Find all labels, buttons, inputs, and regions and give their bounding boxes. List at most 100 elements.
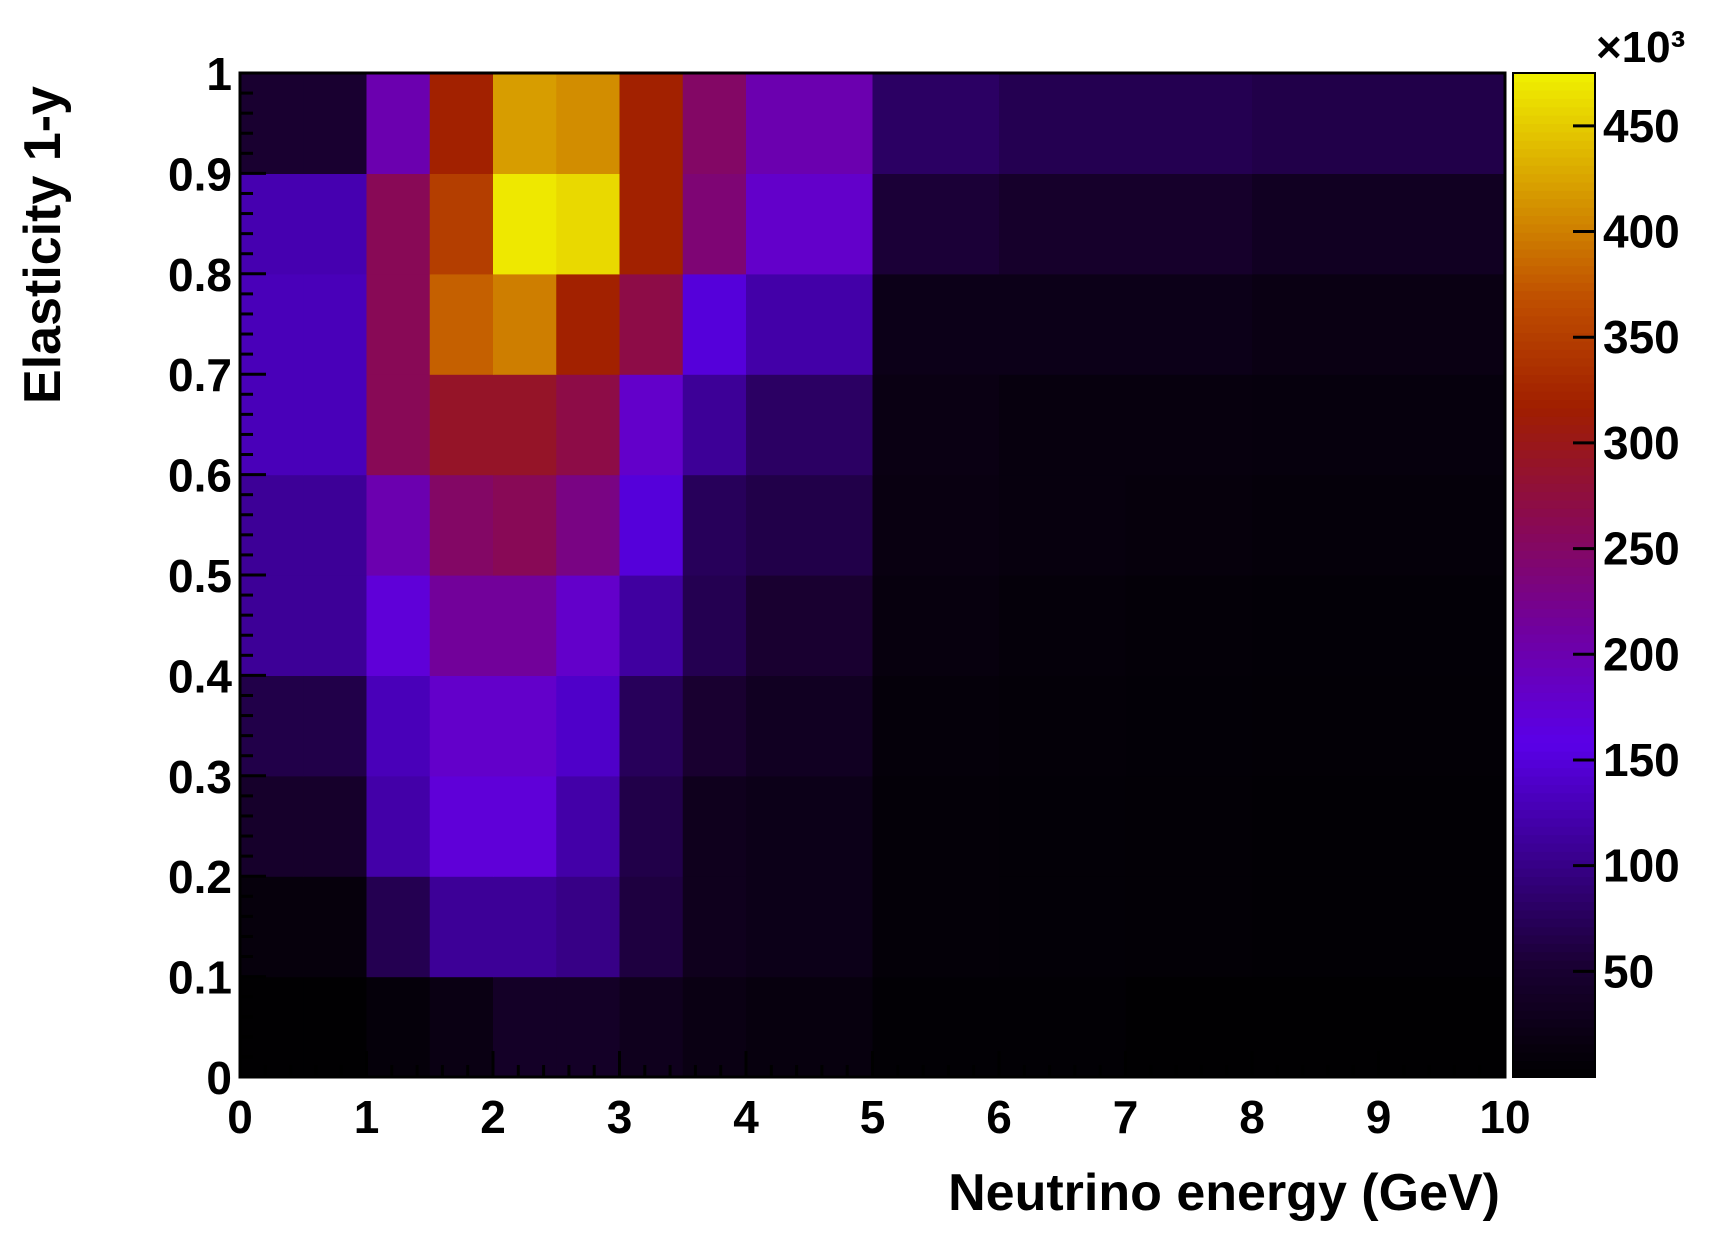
heatmap-cell — [366, 474, 431, 576]
heatmap-cell — [1125, 675, 1253, 777]
color-bar-segment — [1513, 257, 1595, 267]
color-bar-segment — [1513, 390, 1595, 401]
color-bar-segment — [1513, 89, 1595, 99]
color-bar-segment — [1513, 248, 1595, 258]
heatmap-cell — [682, 775, 747, 877]
color-bar-segment — [1513, 641, 1595, 652]
heatmap-cell — [556, 374, 621, 476]
color-bar-segment — [1513, 842, 1595, 852]
heatmap-cell — [872, 73, 1000, 174]
color-bar-segment — [1513, 658, 1595, 668]
color-bar-segment — [1513, 482, 1595, 493]
color-bar-segment — [1513, 767, 1595, 777]
heatmap-cell — [872, 575, 1000, 676]
color-bar-segment — [1513, 876, 1595, 886]
color-bar-tick-label: 50 — [1603, 945, 1654, 997]
color-bar-segment — [1513, 315, 1595, 325]
color-bar-segment — [1513, 223, 1595, 233]
x-tick-label: 9 — [1366, 1091, 1392, 1143]
heatmap-cell — [429, 173, 494, 275]
heatmap-cell — [872, 876, 1000, 978]
heatmap-cell — [240, 876, 304, 978]
heatmap-cell — [1378, 273, 1506, 375]
heatmap-cell — [872, 976, 1000, 1078]
color-bar-segment — [1513, 583, 1595, 593]
color-bar-segment — [1513, 549, 1595, 560]
heatmap-cell — [872, 675, 1000, 777]
color-bar-segment — [1513, 190, 1595, 200]
color-bar-segment — [1513, 834, 1595, 844]
color-bar-segment — [1513, 608, 1595, 618]
heatmap-cell — [999, 173, 1127, 275]
heatmap-cell — [1252, 173, 1380, 275]
color-bar-segment — [1513, 449, 1595, 459]
color-bar-tick-label: 350 — [1603, 311, 1680, 363]
color-bar-segment — [1513, 558, 1595, 568]
heatmap-cell — [1378, 474, 1506, 576]
heatmap-cells — [240, 73, 1506, 1078]
heatmap-cell — [872, 775, 1000, 877]
color-bar-tick-label: 400 — [1603, 206, 1680, 258]
color-bar-segment — [1513, 692, 1595, 702]
heatmap-cell — [493, 775, 557, 877]
heatmap-cell — [303, 273, 368, 375]
x-tick-label: 7 — [1113, 1091, 1139, 1143]
color-bar-segment — [1513, 675, 1595, 685]
color-bar-segment — [1513, 943, 1595, 953]
color-bar-segment — [1513, 750, 1595, 760]
color-bar-segment — [1513, 993, 1595, 1003]
heatmap-cell — [746, 273, 874, 375]
color-bar-segment — [1513, 491, 1595, 501]
color-bar-segment — [1513, 273, 1595, 283]
heatmap-cell — [240, 976, 304, 1078]
color-bar-segment — [1513, 683, 1595, 693]
color-bar-segment — [1513, 817, 1595, 827]
heatmap-cell — [429, 374, 494, 476]
heatmap-cell — [556, 273, 621, 375]
heatmap-cell — [493, 976, 557, 1078]
heatmap-cell — [1252, 73, 1380, 174]
color-bar-segment — [1513, 1060, 1595, 1070]
color-bar-segment — [1513, 474, 1595, 484]
color-bar-segment — [1513, 800, 1595, 811]
heatmap-cell — [999, 474, 1127, 576]
heatmap-cell — [1378, 876, 1506, 978]
color-bar-segment — [1513, 399, 1595, 409]
heatmap-cell — [556, 675, 621, 777]
color-bar-segment — [1513, 1001, 1595, 1011]
color-bar-segment — [1513, 432, 1595, 442]
color-bar-frame — [1512, 72, 1596, 1078]
color-bar-segment — [1513, 901, 1595, 911]
color-bar-segment — [1513, 298, 1595, 309]
heatmap-cell — [556, 976, 621, 1078]
color-bar-segment — [1513, 892, 1595, 903]
color-bar-segment — [1513, 934, 1595, 944]
heatmap-cell — [556, 173, 621, 275]
color-bar-segment — [1513, 851, 1595, 861]
color-bar-segment — [1513, 909, 1595, 919]
heatmap-cell — [1378, 73, 1506, 174]
color-bar-segment — [1513, 1010, 1595, 1020]
heatmap-cell — [999, 273, 1127, 375]
x-tick-label: 3 — [607, 1091, 633, 1143]
color-bar-segment — [1513, 466, 1595, 476]
x-tick-label: 8 — [1239, 1091, 1265, 1143]
color-bar-segment — [1513, 340, 1595, 350]
color-bar-segment — [1513, 792, 1595, 802]
heatmap-cell — [746, 775, 874, 877]
heatmap-cell — [619, 374, 684, 476]
heatmap-cell — [240, 775, 304, 877]
heatmap-cell — [303, 173, 368, 275]
heatmap-cell — [429, 876, 494, 978]
heatmap-cell — [872, 474, 1000, 576]
color-bar-segment — [1513, 165, 1595, 175]
heatmap-cell — [746, 876, 874, 978]
color-bar-segment — [1513, 616, 1595, 626]
color-bar — [1512, 72, 1596, 1078]
heatmap-cell — [619, 775, 684, 877]
heatmap-cell — [1378, 675, 1506, 777]
heatmap-cell — [303, 474, 368, 576]
heatmap-cell — [999, 775, 1127, 877]
color-bar-segment — [1513, 416, 1595, 426]
